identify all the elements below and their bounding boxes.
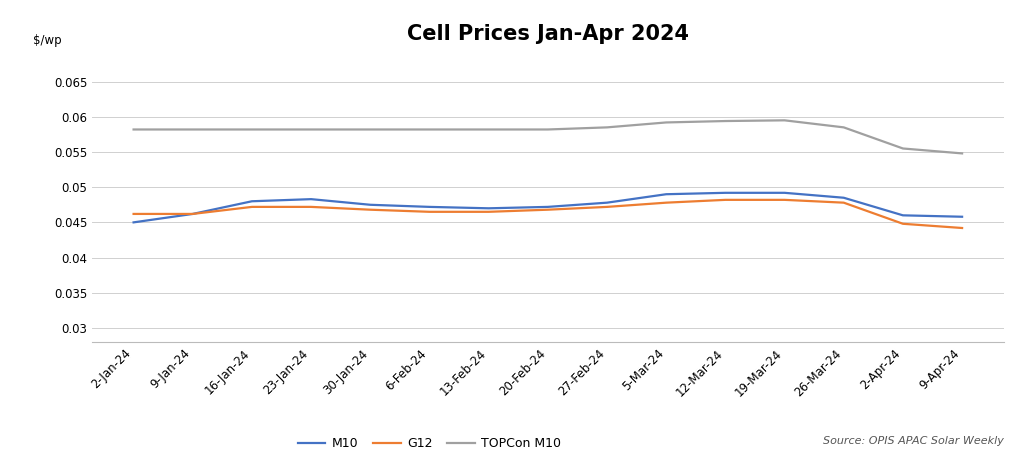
M10 [542, 204, 554, 210]
M10 [246, 199, 258, 204]
TOPCon M10 [956, 151, 969, 156]
M10 [778, 190, 791, 196]
TOPCon M10 [482, 127, 495, 133]
G12 [719, 197, 731, 203]
TOPCon M10 [601, 124, 613, 130]
M10 [365, 202, 377, 208]
G12 [186, 211, 199, 217]
G12 [956, 225, 969, 231]
TOPCon M10 [127, 127, 139, 133]
G12 [482, 209, 495, 215]
Text: Source: OPIS APAC Solar Weekly: Source: OPIS APAC Solar Weekly [822, 437, 1004, 446]
G12 [601, 204, 613, 210]
M10 [601, 200, 613, 206]
G12 [897, 221, 909, 227]
Line: M10: M10 [133, 193, 963, 222]
TOPCon M10 [365, 127, 377, 133]
G12 [365, 207, 377, 212]
M10 [186, 211, 199, 217]
M10 [423, 204, 435, 210]
M10 [660, 191, 673, 197]
TOPCon M10 [778, 117, 791, 123]
G12 [127, 211, 139, 217]
G12 [660, 200, 673, 206]
M10 [897, 212, 909, 218]
G12 [246, 204, 258, 210]
G12 [542, 207, 554, 212]
Line: TOPCon M10: TOPCon M10 [133, 120, 963, 153]
G12 [423, 209, 435, 215]
G12 [838, 200, 850, 206]
G12 [305, 204, 317, 210]
M10 [838, 195, 850, 200]
TOPCon M10 [542, 127, 554, 133]
TOPCon M10 [719, 118, 731, 124]
Legend: M10, G12, TOPCon M10: M10, G12, TOPCon M10 [293, 432, 566, 456]
Text: $/wp: $/wp [33, 34, 61, 47]
M10 [305, 196, 317, 202]
M10 [956, 214, 969, 219]
Line: G12: G12 [133, 200, 963, 228]
TOPCon M10 [423, 127, 435, 133]
Title: Cell Prices Jan-Apr 2024: Cell Prices Jan-Apr 2024 [407, 24, 689, 44]
M10 [127, 219, 139, 225]
M10 [719, 190, 731, 196]
TOPCon M10 [838, 124, 850, 130]
G12 [778, 197, 791, 203]
TOPCon M10 [186, 127, 199, 133]
TOPCon M10 [305, 127, 317, 133]
TOPCon M10 [246, 127, 258, 133]
M10 [482, 206, 495, 211]
TOPCon M10 [897, 146, 909, 152]
TOPCon M10 [660, 120, 673, 125]
